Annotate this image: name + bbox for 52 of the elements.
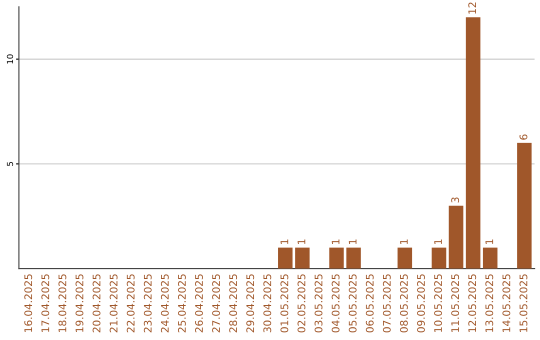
x-tick-label: 20.04.2025: [92, 274, 100, 332]
x-tick-label: 17.04.2025: [41, 274, 50, 332]
x-tick-label: 18.04.2025: [58, 274, 66, 332]
bar: [295, 248, 310, 269]
data-label: 1: [280, 239, 288, 244]
bar: [517, 142, 532, 269]
bar: [398, 248, 412, 269]
x-tick-label: 21.04.2025: [110, 274, 118, 332]
data-label: 6: [520, 134, 528, 140]
data-label: 1: [434, 239, 442, 244]
bar: [346, 248, 361, 269]
data-label: 1: [332, 239, 340, 244]
bar: [482, 248, 498, 269]
bar: [329, 248, 344, 269]
data-label: 1: [298, 239, 306, 244]
data-label: 1: [348, 239, 356, 244]
x-tick-label: 24.04.2025: [160, 274, 169, 332]
x-tick-label: 05.05.2025: [348, 274, 357, 332]
x-tick-label: 09.05.2025: [417, 274, 425, 332]
x-tick-label: 15.05.2025: [520, 274, 528, 332]
x-tick-label: 25.04.2025: [178, 274, 186, 332]
x-tick-label: 06.05.2025: [366, 274, 374, 332]
x-tick-label: 27.04.2025: [212, 274, 220, 332]
x-tick-label: 11.05.2025: [451, 274, 460, 332]
bar: [432, 248, 446, 269]
bar: [448, 206, 464, 269]
bar: [278, 248, 293, 269]
x-tick-label: 22.04.2025: [126, 274, 135, 332]
x-tick-label: 13.05.2025: [485, 274, 494, 332]
x-tick-label: 12.05.2025: [468, 274, 476, 332]
bar: [466, 17, 480, 269]
x-tick-label: 01.05.2025: [280, 274, 288, 332]
x-tick-label: 16.04.2025: [24, 274, 32, 332]
x-tick-label: 14.05.2025: [502, 274, 510, 332]
x-tick-label: 04.05.2025: [332, 274, 340, 332]
y-tick-label: 10: [6, 54, 14, 64]
data-label: 12: [468, 2, 476, 14]
x-tick-label: 29.04.2025: [246, 274, 254, 332]
x-tick-label: 07.05.2025: [382, 274, 391, 332]
data-label: 3: [451, 197, 460, 202]
x-tick-label: 10.05.2025: [434, 274, 442, 332]
y-tick-label: 5: [6, 162, 14, 166]
x-tick-label: 02.05.2025: [298, 274, 306, 332]
data-label: 1: [485, 239, 494, 244]
x-tick-label: 03.05.2025: [314, 274, 322, 332]
x-tick-label: 28.04.2025: [229, 274, 238, 332]
x-tick-label: 08.05.2025: [400, 274, 408, 332]
x-tick-label: 19.04.2025: [76, 274, 84, 332]
x-tick-label: 23.04.2025: [144, 274, 152, 332]
x-tick-label: 30.04.2025: [263, 274, 272, 332]
x-tick-label: 26.04.2025: [195, 274, 203, 332]
data-label: 1: [400, 239, 408, 244]
